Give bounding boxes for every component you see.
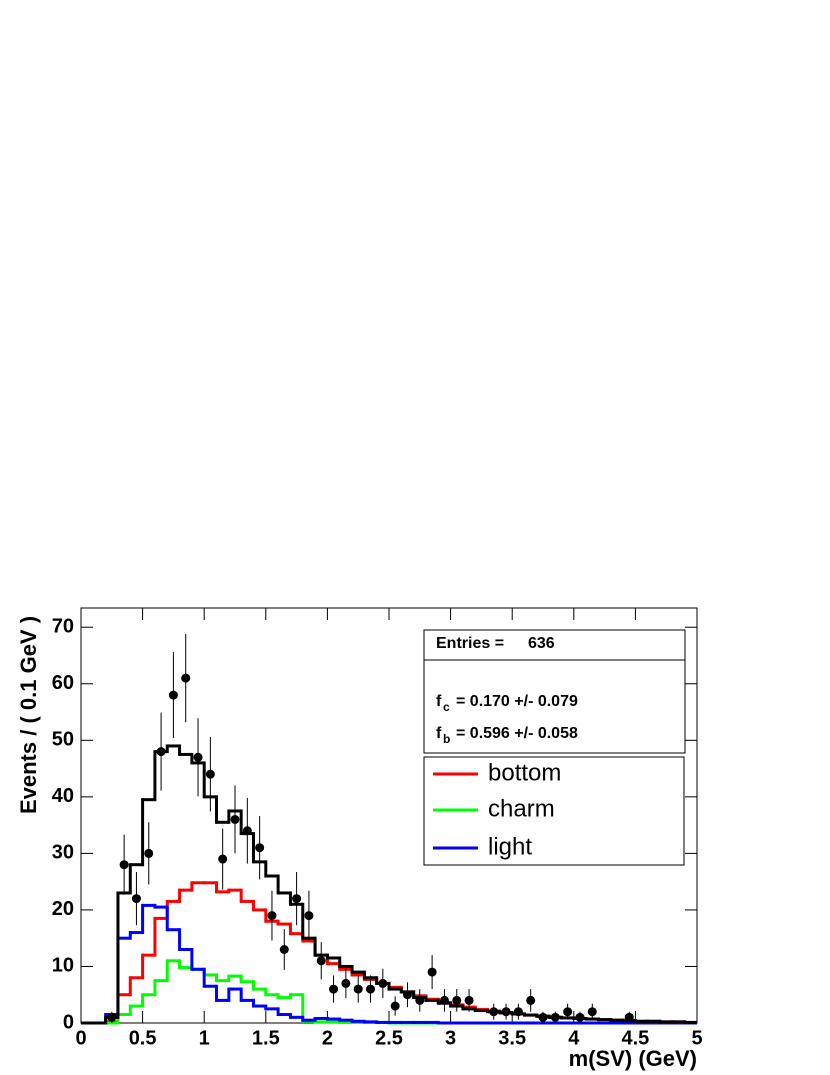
y-tick-label: 70 [52, 616, 74, 638]
data-point [587, 1007, 597, 1017]
data-point [538, 1012, 548, 1022]
data-point [513, 1007, 523, 1017]
data-point [181, 673, 191, 683]
data-point [193, 752, 203, 762]
data-point [230, 814, 240, 824]
y-tick-label: 40 [52, 785, 74, 807]
legend-label: light [488, 833, 532, 860]
data-point [279, 944, 289, 954]
legend-label: charm [488, 795, 555, 822]
stat-text: = 0.170 +/- 0.079 [456, 693, 578, 710]
legend-label: bottom [488, 759, 561, 786]
x-tick-label: 3.5 [498, 1027, 526, 1049]
x-tick-label: 4.5 [621, 1027, 649, 1049]
data-point [575, 1012, 585, 1022]
data-point [452, 995, 462, 1005]
data-point [402, 990, 412, 1000]
x-tick-label: 1 [199, 1027, 210, 1049]
data-point [292, 894, 302, 904]
x-tick-label: 0 [75, 1027, 86, 1049]
data-point [119, 860, 129, 870]
stat-symbol: f [436, 725, 442, 742]
data-point [415, 995, 425, 1005]
y-tick-label: 60 [52, 672, 74, 694]
x-axis-title: m(SV) (GeV) [569, 1046, 697, 1071]
data-point [156, 747, 166, 757]
data-point [489, 1007, 499, 1017]
x-tick-label: 5 [691, 1027, 702, 1049]
y-tick-label: 30 [52, 842, 74, 864]
y-tick-label: 10 [52, 955, 74, 977]
stat-subscript: b [443, 732, 450, 746]
data-point [255, 843, 265, 853]
data-point [464, 995, 474, 1005]
data-point [144, 848, 154, 858]
stat-symbol: f [436, 693, 442, 710]
data-point [168, 690, 178, 700]
stats-fit-box [423, 659, 686, 754]
data-point [316, 956, 326, 966]
x-tick-label: 3 [445, 1027, 456, 1049]
stat-subscript: c [443, 700, 450, 714]
entries-value: 636 [528, 635, 555, 652]
y-tick-label: 50 [52, 729, 74, 751]
x-tick-label: 2.5 [375, 1027, 403, 1049]
x-tick-label: 0.5 [129, 1027, 157, 1049]
data-point [526, 995, 536, 1005]
data-point [390, 1001, 400, 1011]
data-point [131, 894, 141, 904]
data-point [329, 984, 339, 994]
data-point [550, 1012, 560, 1022]
data-point [205, 769, 215, 779]
entries-label: Entries = [436, 635, 504, 652]
data-point [107, 1012, 117, 1022]
data-point [267, 911, 277, 921]
data-point [427, 967, 437, 977]
data-point [501, 1007, 511, 1017]
data-point [353, 984, 363, 994]
data-point [378, 978, 388, 988]
x-tick-label: 2 [322, 1027, 333, 1049]
y-axis-title: Events / ( 0.1 GeV ) [16, 616, 41, 814]
data-point [366, 984, 376, 994]
x-tick-label: 1.5 [252, 1027, 280, 1049]
data-point [218, 854, 228, 864]
data-point [304, 911, 314, 921]
data-point [439, 995, 449, 1005]
data-point [624, 1012, 634, 1022]
y-tick-label: 20 [52, 898, 74, 920]
y-tick-label: 0 [63, 1011, 74, 1033]
stat-text: = 0.596 +/- 0.058 [456, 725, 578, 742]
data-point [563, 1007, 573, 1017]
data-point [341, 978, 351, 988]
x-tick-label: 4 [568, 1027, 580, 1049]
data-point [242, 826, 252, 836]
